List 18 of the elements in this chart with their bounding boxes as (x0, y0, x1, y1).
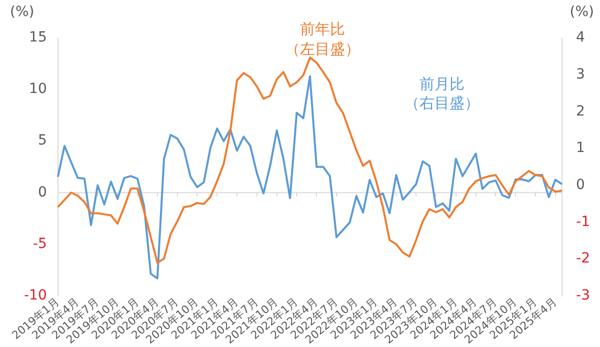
y2-tick-label: 0 (576, 176, 585, 193)
y2-tick-label: 4 (576, 30, 586, 46)
text: 前月比（右目盛） (404, 74, 480, 114)
series-label: 前年比（左目盛） (285, 20, 360, 60)
y2-tick-label: 1 (576, 140, 585, 156)
y-tick-label: -10 (24, 287, 47, 304)
y2-tick-label: -3 (576, 287, 590, 304)
y-tick-label: 15 (29, 30, 47, 46)
y2-tick-label: -2 (576, 250, 590, 267)
y2-tick-label: 3 (576, 66, 585, 82)
y-tick-label: -5 (32, 236, 47, 252)
y2-tick-label: 2 (576, 103, 585, 120)
y2-axis-title: (%) (570, 4, 594, 20)
y-tick-label: 5 (38, 132, 47, 149)
y-tick-label: 0 (38, 184, 47, 200)
y-tick-label: 10 (29, 81, 47, 98)
y2-tick-label: -1 (576, 214, 590, 230)
y-axis-title: (%) (10, 4, 34, 20)
